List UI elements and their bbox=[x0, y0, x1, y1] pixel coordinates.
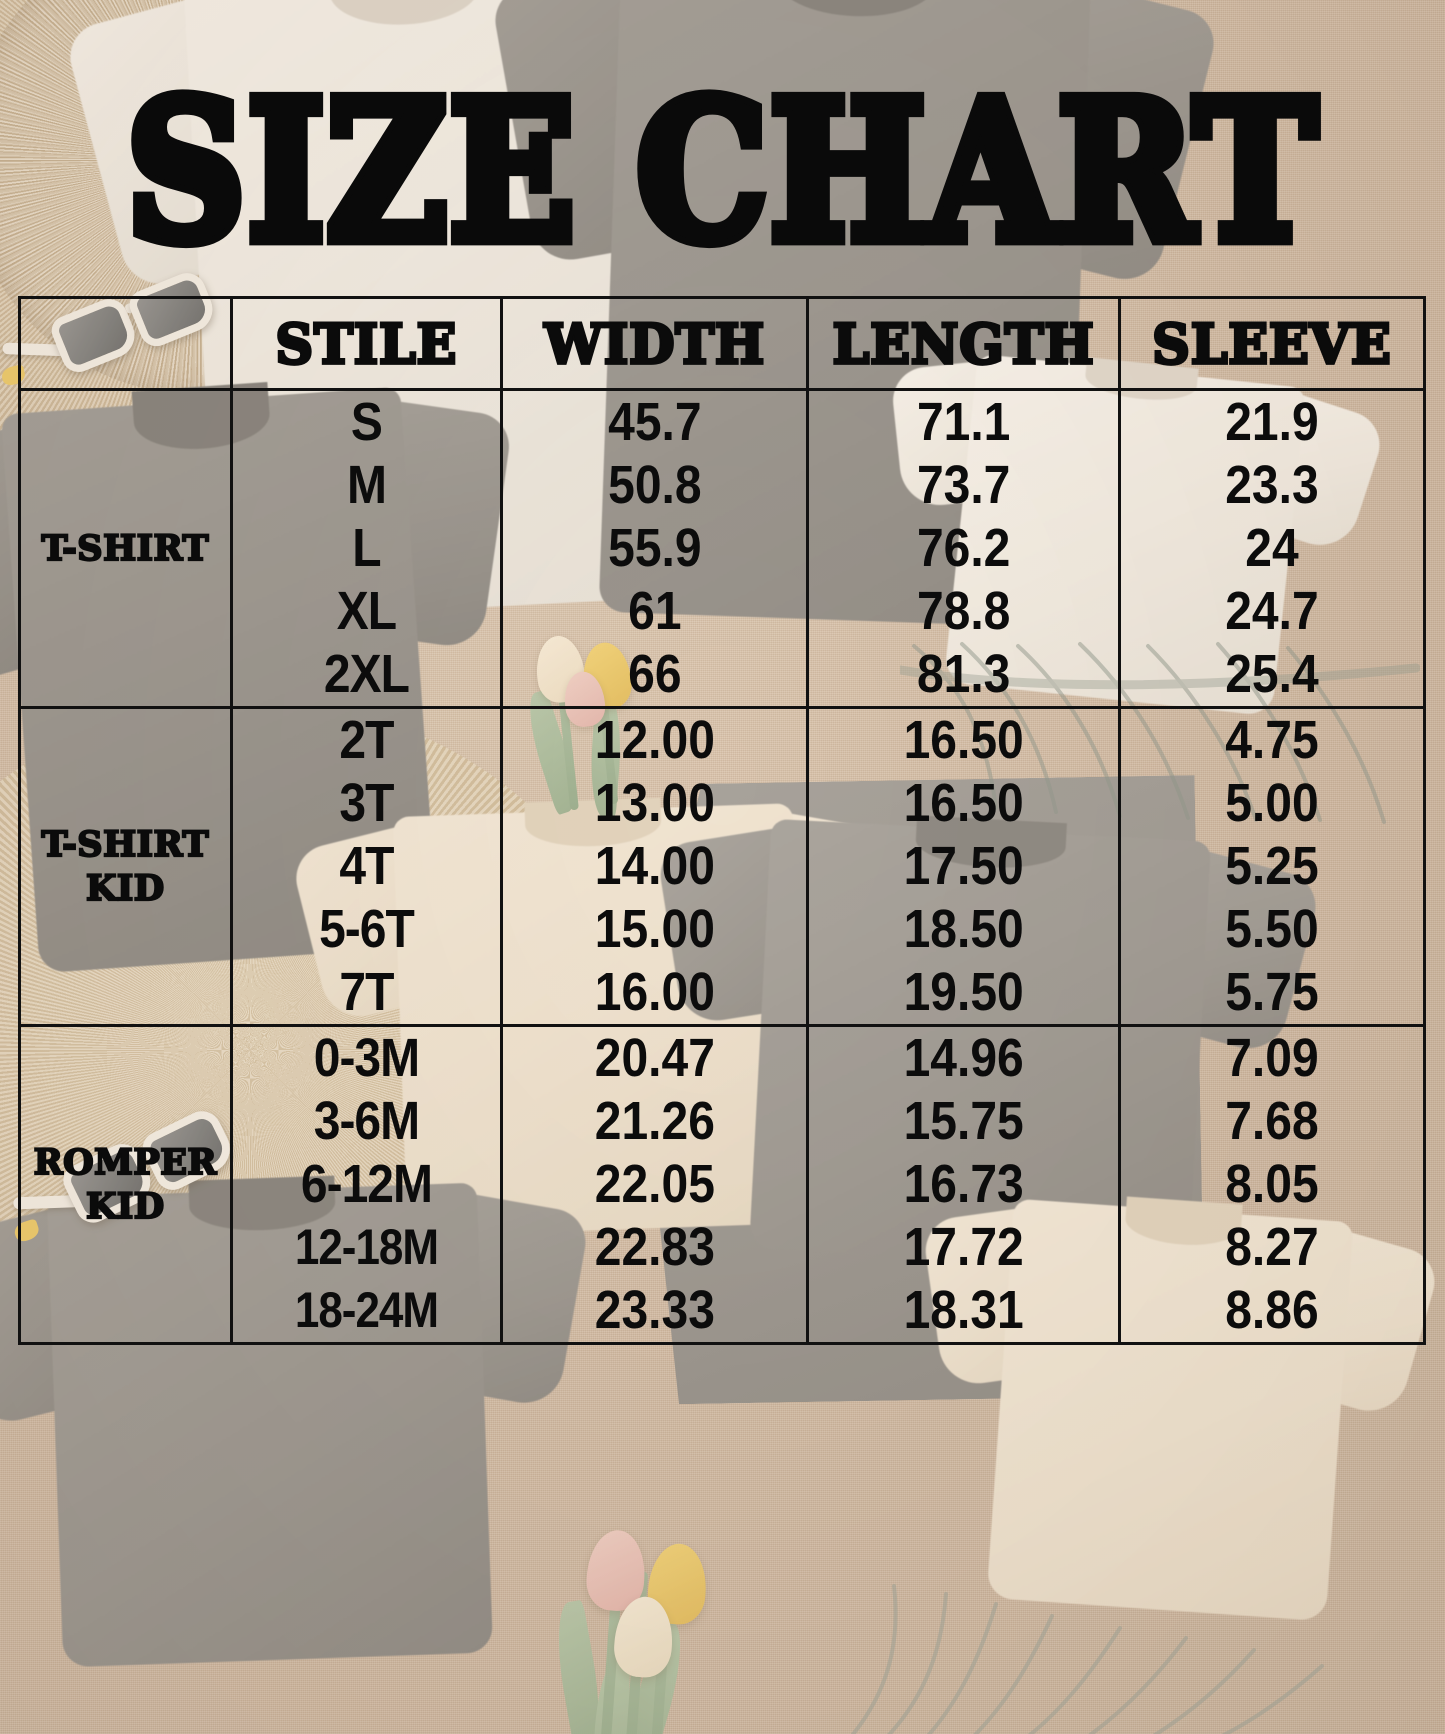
cell-style: S bbox=[350, 391, 383, 452]
cell-sleeve: 7.09 bbox=[1225, 1027, 1319, 1088]
cell-width: 23.33 bbox=[594, 1279, 715, 1340]
cell-width: 12.00 bbox=[594, 709, 715, 770]
header-width: WIDTH bbox=[500, 293, 810, 394]
cell-width: 14.00 bbox=[594, 835, 715, 896]
cell-sleeve: 8.27 bbox=[1225, 1216, 1319, 1277]
cell-style: 3T bbox=[339, 772, 394, 833]
header-category bbox=[18, 293, 233, 394]
cell-width: 15.00 bbox=[594, 898, 715, 959]
cell-width: 21.26 bbox=[594, 1090, 715, 1151]
sleeve-column-tshirt: 21.9 23.3 24 24.7 25.4 bbox=[1117, 388, 1427, 709]
cell-style: 3-6M bbox=[313, 1090, 420, 1151]
cell-sleeve: 24 bbox=[1245, 517, 1299, 578]
style-column-tshirt: S M L XL 2XL bbox=[229, 388, 504, 709]
table-row: ROMPER KID 0-3M 3-6M 6-12M 12-18M 18-24M… bbox=[18, 1024, 1427, 1345]
cell-style: 4T bbox=[339, 835, 394, 896]
cell-length: 17.72 bbox=[903, 1216, 1024, 1277]
cell-sleeve: 24.7 bbox=[1225, 580, 1319, 641]
cell-width: 20.47 bbox=[594, 1027, 715, 1088]
cell-sleeve: 5.75 bbox=[1225, 961, 1319, 1022]
cell-style: M bbox=[346, 454, 387, 515]
sleeve-column-romper-kid: 7.09 7.68 8.05 8.27 8.86 bbox=[1117, 1024, 1427, 1345]
cell-width: 55.9 bbox=[608, 517, 702, 578]
category-label-romper-kid: ROMPER KID bbox=[18, 1024, 233, 1345]
sleeve-column-tshirt-kid: 4.75 5.00 5.25 5.50 5.75 bbox=[1117, 706, 1427, 1027]
length-column-tshirt-kid: 16.50 16.50 17.50 18.50 19.50 bbox=[806, 706, 1121, 1027]
cell-style: L bbox=[352, 517, 381, 578]
cell-style: 2XL bbox=[323, 643, 410, 704]
cell-length: 19.50 bbox=[903, 961, 1024, 1022]
category-line: T-SHIRT bbox=[40, 823, 210, 866]
cell-length: 78.8 bbox=[916, 580, 1011, 641]
cell-style: 2T bbox=[339, 709, 394, 770]
cell-width: 13.00 bbox=[594, 772, 715, 833]
cell-length: 14.96 bbox=[903, 1027, 1024, 1088]
cell-length: 16.50 bbox=[903, 709, 1024, 770]
cell-style: 5-6T bbox=[319, 898, 415, 959]
cell-length: 16.50 bbox=[903, 772, 1024, 833]
cell-length: 15.75 bbox=[903, 1090, 1024, 1151]
cell-style: 0-3M bbox=[313, 1027, 420, 1088]
table-row: T-SHIRT S M L XL 2XL 45.7 50.8 55.9 61 6… bbox=[18, 388, 1427, 709]
category-line: T-SHIRT bbox=[40, 527, 210, 570]
cell-width: 45.7 bbox=[608, 391, 702, 452]
width-column-romper-kid: 20.47 21.26 22.05 22.83 23.33 bbox=[500, 1024, 810, 1345]
cell-style: 6-12M bbox=[300, 1153, 433, 1214]
width-column-tshirt-kid: 12.00 13.00 14.00 15.00 16.00 bbox=[500, 706, 810, 1027]
cell-width: 50.8 bbox=[608, 454, 702, 515]
cell-length: 16.73 bbox=[903, 1153, 1024, 1214]
cell-length: 76.2 bbox=[916, 517, 1011, 578]
cell-style: 12-18M bbox=[294, 1219, 439, 1275]
cell-length: 18.50 bbox=[903, 898, 1024, 959]
cell-sleeve: 5.00 bbox=[1225, 772, 1319, 833]
cell-width: 66 bbox=[628, 643, 682, 704]
cell-sleeve: 8.86 bbox=[1225, 1279, 1319, 1340]
cell-length: 18.31 bbox=[903, 1279, 1024, 1340]
dried-grass-decor bbox=[850, 1584, 1324, 1734]
cell-style: XL bbox=[336, 580, 397, 641]
width-column-tshirt: 45.7 50.8 55.9 61 66 bbox=[500, 388, 810, 709]
cell-style: 7T bbox=[339, 961, 394, 1022]
cell-sleeve: 5.25 bbox=[1225, 835, 1319, 896]
style-column-tshirt-kid: 2T 3T 4T 5-6T 7T bbox=[229, 706, 504, 1027]
cell-width: 22.83 bbox=[594, 1216, 715, 1277]
cell-width: 16.00 bbox=[594, 961, 715, 1022]
cell-sleeve: 21.9 bbox=[1225, 391, 1319, 452]
table-header-row: STILE WIDTH LENGTH SLEEVE bbox=[18, 293, 1427, 394]
cell-sleeve: 7.68 bbox=[1225, 1090, 1319, 1151]
cell-length: 17.50 bbox=[903, 835, 1024, 896]
cell-style: 18-24M bbox=[294, 1282, 439, 1338]
category-line: ROMPER bbox=[32, 1141, 217, 1184]
size-chart-table: STILE WIDTH LENGTH SLEEVE T-SHIRT S M L … bbox=[18, 293, 1427, 1345]
cell-sleeve: 25.4 bbox=[1225, 643, 1319, 704]
category-line: KID bbox=[85, 866, 165, 909]
table-body: T-SHIRT S M L XL 2XL 45.7 50.8 55.9 61 6… bbox=[18, 388, 1427, 1345]
category-label-tshirt: T-SHIRT bbox=[18, 388, 233, 709]
header-sleeve: SLEEVE bbox=[1117, 293, 1427, 394]
cell-width: 22.05 bbox=[594, 1153, 715, 1214]
style-column-romper-kid: 0-3M 3-6M 6-12M 12-18M 18-24M bbox=[229, 1024, 504, 1345]
table-header: STILE WIDTH LENGTH SLEEVE bbox=[18, 293, 1427, 394]
cell-sleeve: 4.75 bbox=[1225, 709, 1319, 770]
cell-sleeve: 23.3 bbox=[1225, 454, 1319, 515]
page-title: SIZE CHART bbox=[120, 58, 1322, 284]
category-line: KID bbox=[85, 1184, 165, 1227]
table-row: T-SHIRT KID 2T 3T 4T 5-6T 7T 12.00 13.00… bbox=[18, 706, 1427, 1027]
cell-length: 71.1 bbox=[916, 391, 1011, 452]
cell-sleeve: 8.05 bbox=[1225, 1153, 1319, 1214]
cell-length: 81.3 bbox=[916, 643, 1011, 704]
header-length: LENGTH bbox=[806, 293, 1121, 394]
cell-width: 61 bbox=[628, 580, 682, 641]
length-column-romper-kid: 14.96 15.75 16.73 17.72 18.31 bbox=[806, 1024, 1121, 1345]
cell-sleeve: 5.50 bbox=[1225, 898, 1319, 959]
category-label-tshirt-kid: T-SHIRT KID bbox=[18, 706, 233, 1027]
cell-length: 73.7 bbox=[916, 454, 1011, 515]
header-stile: STILE bbox=[229, 293, 504, 394]
length-column-tshirt: 71.1 73.7 76.2 78.8 81.3 bbox=[806, 388, 1121, 709]
